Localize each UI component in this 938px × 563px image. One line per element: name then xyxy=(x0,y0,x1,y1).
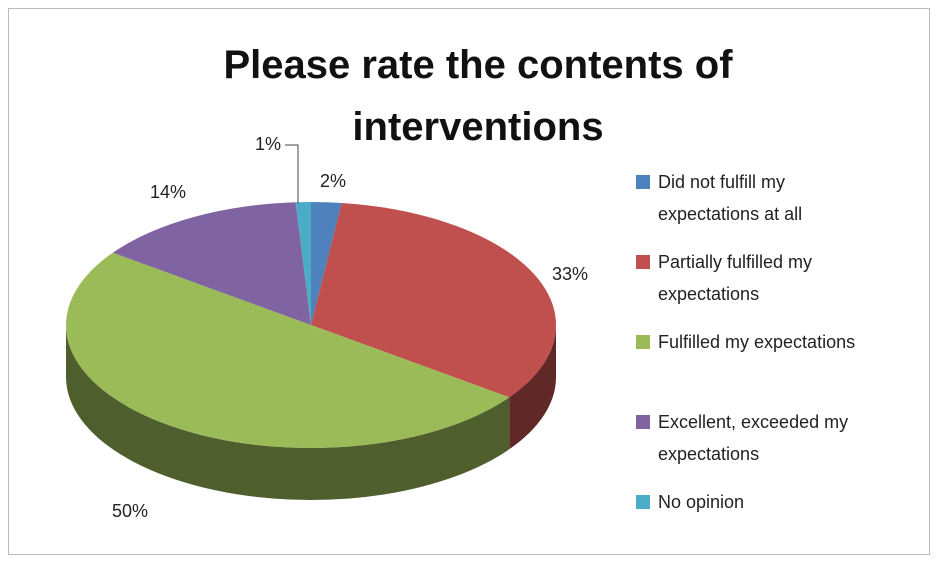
data-label: 2% xyxy=(320,171,346,191)
data-label: 1% xyxy=(255,134,281,154)
legend-label: Did not fulfill my expectations at all xyxy=(658,172,803,224)
legend-label: Excellent, exceeded my expectations xyxy=(658,412,849,464)
data-label: 14% xyxy=(150,182,186,202)
pie-slice xyxy=(295,202,311,325)
pie-slice xyxy=(311,202,556,398)
legend-label: No opinion xyxy=(658,492,745,512)
legend-item: Partially fulfilled my expectations xyxy=(636,246,896,310)
legend-swatch xyxy=(636,255,650,269)
pie-slice xyxy=(66,252,510,448)
legend-swatch xyxy=(636,175,650,189)
pie-slice xyxy=(311,202,342,325)
legend-item: No opinion xyxy=(636,486,896,518)
legend-item: Excellent, exceeded my expectations xyxy=(636,406,896,470)
chart-border xyxy=(8,8,930,555)
legend-swatch xyxy=(636,415,650,429)
pie-slice xyxy=(112,202,311,325)
leader-line xyxy=(285,144,299,203)
legend-item: Did not fulfill my expectations at all xyxy=(636,166,896,230)
legend-label: Fulfilled my expectations xyxy=(658,332,856,352)
data-label: 50% xyxy=(112,501,148,521)
chart-title: Please rate the contents of intervention… xyxy=(223,43,733,149)
pie-side xyxy=(509,325,556,450)
legend-item: Fulfilled my expectations xyxy=(636,326,896,358)
legend-swatch xyxy=(636,495,650,509)
legend-label: Partially fulfilled my expectations xyxy=(658,252,813,304)
pie-side xyxy=(66,325,510,500)
data-label: 33% xyxy=(552,264,588,284)
legend-swatch xyxy=(636,335,650,349)
